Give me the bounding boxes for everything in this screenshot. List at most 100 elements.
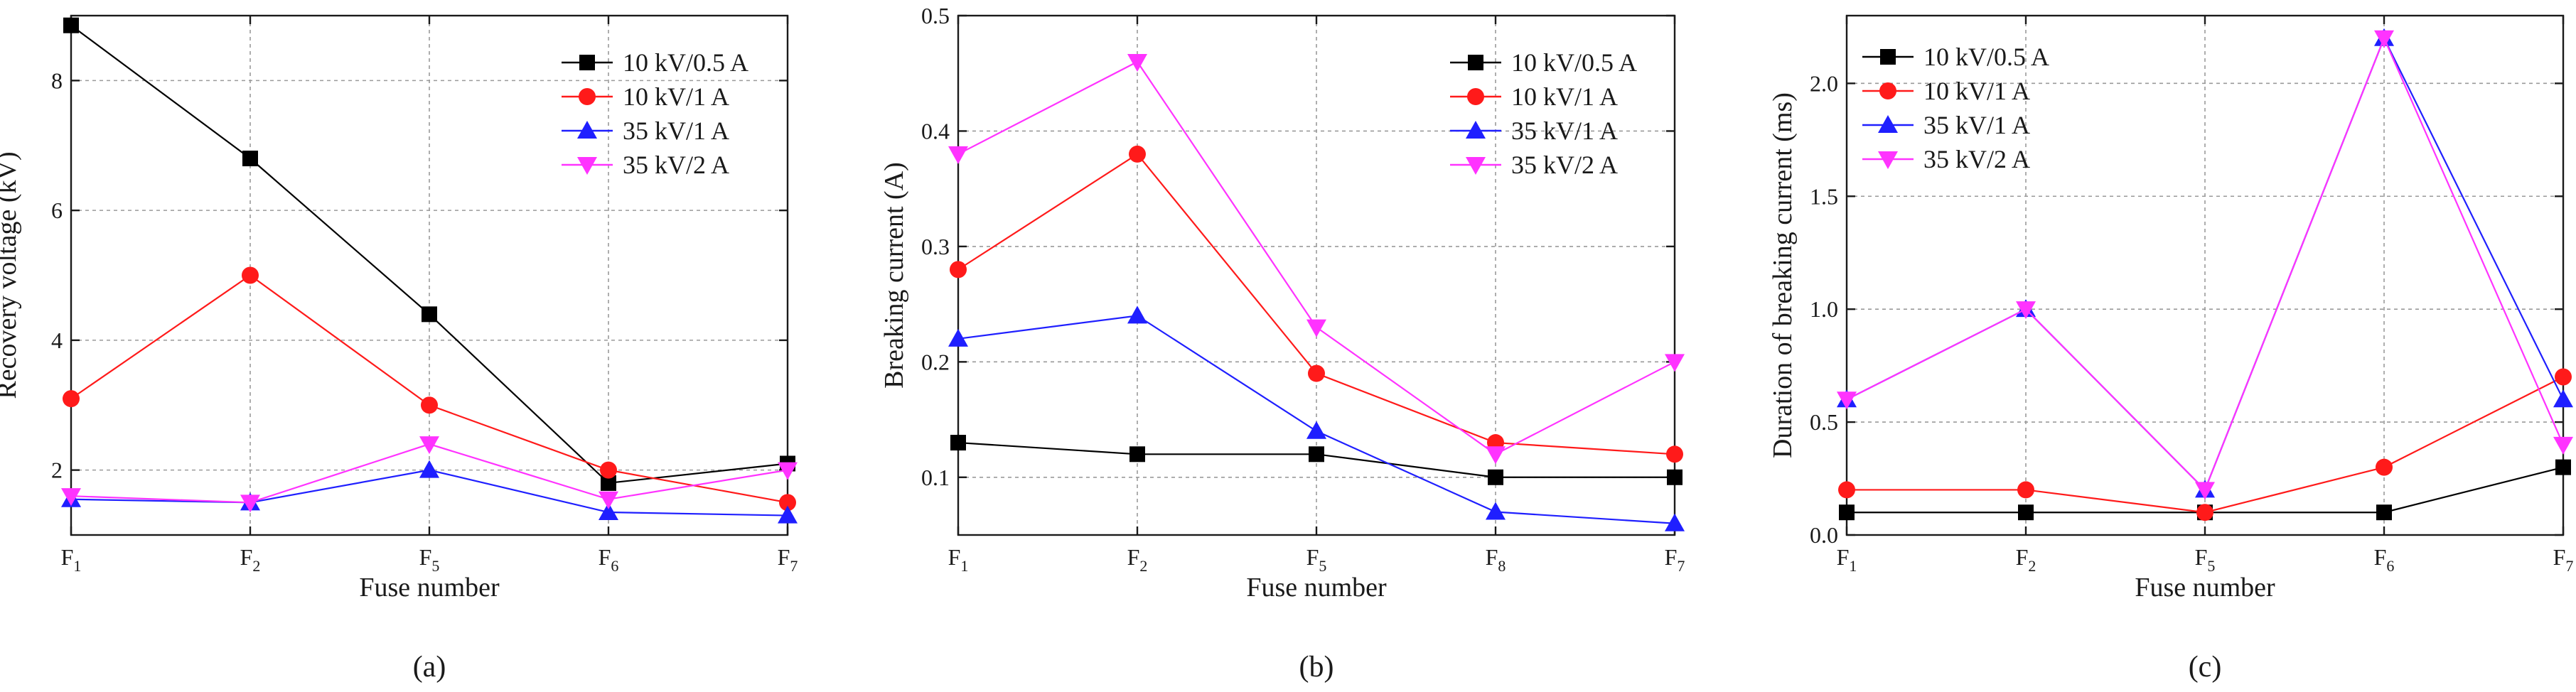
data-point bbox=[950, 261, 967, 279]
y-axis-label: Recovery voltage (kV) bbox=[0, 151, 22, 399]
series-2 bbox=[1838, 368, 2572, 521]
y-tick-label: 0.1 bbox=[921, 465, 950, 490]
legend: 10 kV/0.5 A 10 kV/1 A 35 kV/1 A 35 kV/2 A bbox=[1862, 43, 2049, 173]
x-tick-label-base: F bbox=[240, 544, 253, 570]
x-tick-label: F2 bbox=[240, 544, 261, 575]
x-tick-label-subscript: 7 bbox=[790, 557, 798, 575]
data-point bbox=[1665, 513, 1685, 531]
series-4 bbox=[948, 53, 1685, 465]
x-tick-label-subscript: 8 bbox=[1498, 557, 1506, 575]
data-point bbox=[1837, 391, 1857, 410]
data-point bbox=[1129, 446, 1145, 463]
data-point bbox=[421, 396, 438, 414]
panel-caption: (c) bbox=[2189, 651, 2222, 683]
data-point bbox=[2553, 389, 2573, 408]
data-point bbox=[2376, 504, 2392, 521]
data-point bbox=[1309, 446, 1324, 463]
data-point bbox=[1486, 446, 1506, 465]
data-point bbox=[1308, 364, 1325, 382]
data-point bbox=[599, 491, 618, 509]
x-tick-label-base: F bbox=[948, 544, 961, 570]
data-point bbox=[1129, 145, 1146, 163]
data-point bbox=[2018, 504, 2034, 521]
panel-caption: (b) bbox=[1299, 651, 1334, 683]
x-tick-label: F7 bbox=[1665, 544, 1685, 575]
data-point bbox=[1488, 469, 1503, 485]
x-tick-label-base: F bbox=[1837, 544, 1850, 570]
y-tick-label: 8 bbox=[51, 67, 63, 93]
x-tick-label: F5 bbox=[2195, 544, 2216, 575]
legend-marker bbox=[1879, 82, 1896, 99]
data-point bbox=[950, 435, 966, 451]
x-tick-label: F5 bbox=[419, 544, 440, 575]
data-point bbox=[948, 328, 968, 347]
x-tick-label-base: F bbox=[1127, 544, 1140, 570]
data-point bbox=[1486, 502, 1506, 520]
legend-label: 35 kV/1 A bbox=[1923, 111, 2030, 139]
data-point bbox=[599, 502, 618, 521]
x-tick-label-subscript: 1 bbox=[960, 557, 968, 575]
legend-marker bbox=[1466, 157, 1486, 175]
x-axis-label: Fuse number bbox=[359, 573, 500, 602]
series-2 bbox=[950, 145, 1683, 463]
data-point bbox=[779, 494, 796, 512]
data-point bbox=[422, 306, 437, 323]
legend-label: 35 kV/1 A bbox=[1511, 117, 1618, 145]
x-tick-label-subscript: 6 bbox=[2386, 557, 2394, 575]
y-tick-label: 0.3 bbox=[921, 234, 950, 259]
data-point bbox=[61, 488, 81, 507]
x-tick-label-base: F bbox=[778, 544, 790, 570]
legend-label: 10 kV/1 A bbox=[1923, 77, 2030, 105]
data-point bbox=[1127, 53, 1147, 72]
data-point bbox=[1306, 319, 1326, 337]
x-tick-label: F5 bbox=[1306, 544, 1327, 575]
data-point bbox=[1665, 354, 1685, 372]
data-point bbox=[1127, 306, 1147, 324]
x-axis-label: Fuse number bbox=[2135, 573, 2275, 602]
x-tick-label-subscript: 2 bbox=[2028, 557, 2036, 575]
x-tick-label: F7 bbox=[778, 544, 798, 575]
x-tick-label-base: F bbox=[419, 544, 432, 570]
y-tick-label: 0.5 bbox=[921, 3, 950, 28]
y-tick-label: 1.5 bbox=[1810, 183, 1838, 209]
y-tick-label: 2.0 bbox=[1810, 70, 1838, 96]
legend: 10 kV/0.5 A 10 kV/1 A 35 kV/1 A 35 kV/2 A bbox=[1450, 48, 1637, 179]
x-tick-label-subscript: 6 bbox=[611, 557, 618, 575]
y-tick-label: 1.0 bbox=[1810, 296, 1838, 322]
x-tick-label: F1 bbox=[1837, 544, 1857, 575]
x-tick-label: F1 bbox=[948, 544, 969, 575]
series-4 bbox=[61, 436, 798, 513]
y-tick-label: 0.4 bbox=[921, 118, 950, 144]
legend-label: 10 kV/0.5 A bbox=[623, 48, 748, 77]
data-point bbox=[1666, 445, 1683, 463]
y-axis-label: Duration of breaking current (ms) bbox=[1768, 92, 1798, 458]
data-point bbox=[1838, 481, 1855, 499]
x-axis-label: Fuse number bbox=[1246, 573, 1387, 602]
series-4 bbox=[1837, 30, 2573, 500]
legend-label: 10 kV/0.5 A bbox=[1511, 48, 1637, 77]
y-tick-label: 0.2 bbox=[921, 349, 950, 374]
data-point bbox=[419, 460, 439, 478]
legend-label: 10 kV/1 A bbox=[623, 82, 729, 111]
legend-label: 35 kV/1 A bbox=[623, 117, 729, 145]
y-tick-label: 6 bbox=[51, 198, 63, 223]
data-point bbox=[242, 151, 258, 167]
legend-marker bbox=[577, 121, 597, 139]
x-tick-label-subscript: 2 bbox=[252, 557, 260, 575]
data-point bbox=[63, 390, 80, 408]
x-tick-label-subscript: 7 bbox=[2565, 557, 2573, 575]
x-tick-label-subscript: 5 bbox=[431, 557, 439, 575]
data-point bbox=[2374, 30, 2394, 48]
legend-marker bbox=[1467, 88, 1484, 105]
data-point bbox=[2016, 301, 2036, 320]
data-point bbox=[778, 505, 798, 524]
data-point bbox=[419, 436, 439, 455]
data-point bbox=[2553, 436, 2573, 455]
series-1 bbox=[63, 17, 795, 491]
x-tick-label-base: F bbox=[1306, 544, 1319, 570]
x-tick-label-base: F bbox=[599, 544, 611, 570]
data-point bbox=[948, 146, 968, 164]
